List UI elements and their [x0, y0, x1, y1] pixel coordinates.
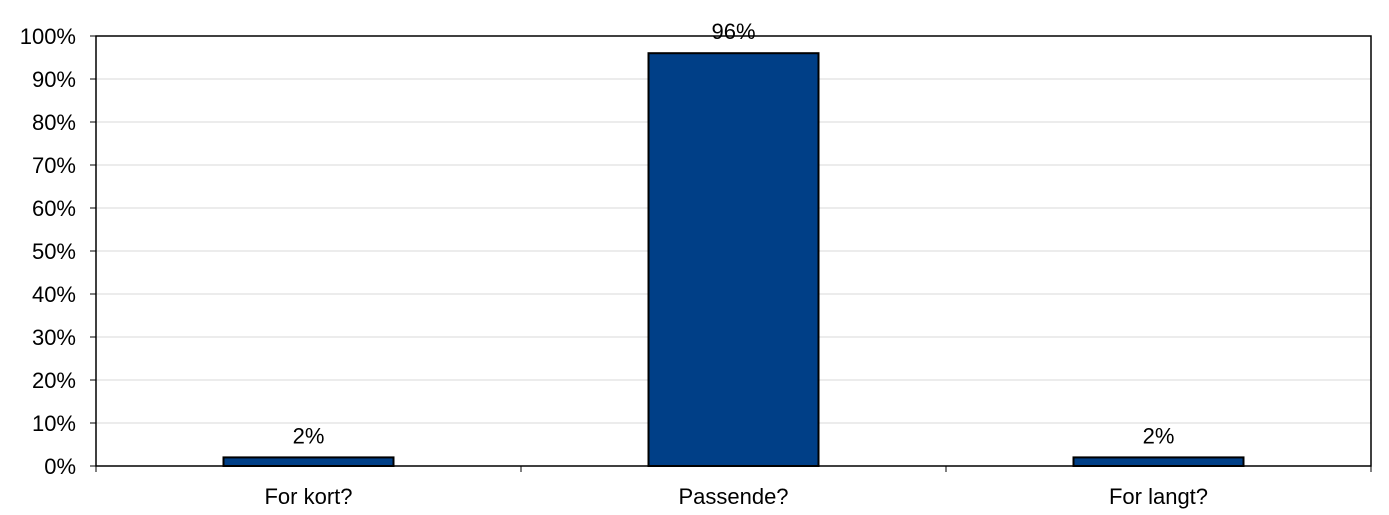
x-tick-label: For kort? [264, 484, 352, 509]
x-tick-label: For langt? [1109, 484, 1208, 509]
data-label: 96% [711, 19, 755, 44]
data-label: 2% [293, 423, 325, 448]
bars [222, 52, 1245, 467]
y-tick-label: 40% [32, 282, 76, 307]
bar [1072, 456, 1245, 467]
y-tick-label: 90% [32, 67, 76, 92]
plot-frame [95, 35, 1372, 467]
y-tick-label: 60% [32, 196, 76, 221]
bar [222, 456, 395, 467]
y-tick-label: 50% [32, 239, 76, 264]
x-tick-label: Passende? [678, 484, 788, 509]
labels: 0% 10% 20% 30% 40% 50% 60% 70% 80% 90% 100% 2% For k… [20, 19, 1208, 509]
data-label: 2% [1143, 423, 1175, 448]
y-tick-label: 20% [32, 368, 76, 393]
bar [647, 52, 820, 467]
y-tick-label: 10% [32, 411, 76, 436]
axes [90, 35, 1372, 472]
y-tick-label: 70% [32, 153, 76, 178]
y-tick-label: 0% [44, 454, 76, 479]
y-tick-label: 30% [32, 325, 76, 350]
y-tick-label: 80% [32, 110, 76, 135]
y-tick-label: 100% [20, 24, 76, 49]
